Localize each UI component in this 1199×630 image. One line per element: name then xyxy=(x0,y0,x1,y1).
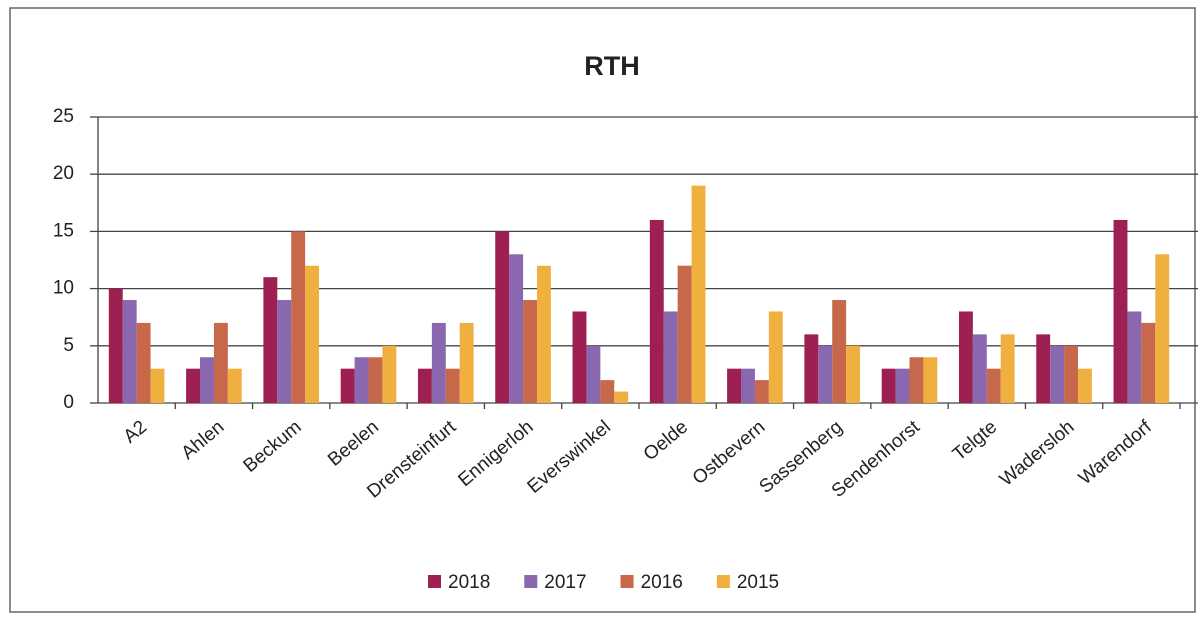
chart-frame xyxy=(9,7,1196,613)
bar xyxy=(663,311,678,403)
bar xyxy=(354,357,369,403)
bar xyxy=(431,322,446,403)
bar xyxy=(1064,345,1078,403)
bar xyxy=(1155,254,1170,403)
legend-swatch xyxy=(428,575,441,588)
bar xyxy=(445,368,460,403)
bar xyxy=(136,322,151,403)
bar xyxy=(572,311,587,403)
bar xyxy=(340,368,355,403)
bar xyxy=(305,265,320,403)
bar xyxy=(277,300,292,403)
bar xyxy=(186,368,201,403)
legend-label: 2018 xyxy=(448,572,490,593)
bar xyxy=(614,391,629,403)
bar xyxy=(895,368,910,403)
bar xyxy=(649,219,664,403)
y-tick-label: 20 xyxy=(53,163,74,184)
bar xyxy=(1141,322,1156,403)
bar xyxy=(509,254,524,403)
bar xyxy=(586,345,601,403)
bar xyxy=(150,368,165,403)
bar xyxy=(1050,345,1065,403)
bar xyxy=(1127,311,1142,403)
bar xyxy=(1113,219,1128,403)
bar xyxy=(881,368,896,403)
bar xyxy=(291,231,306,403)
bar xyxy=(909,357,924,403)
bar xyxy=(958,311,973,403)
bar xyxy=(691,185,706,403)
y-tick-label: 10 xyxy=(53,278,74,299)
bar xyxy=(1036,334,1051,403)
y-tick-label: 25 xyxy=(53,106,74,127)
bar xyxy=(754,380,769,403)
legend-label: 2015 xyxy=(737,572,779,593)
bar xyxy=(832,300,847,403)
bar xyxy=(818,345,833,403)
bar xyxy=(846,345,861,403)
bar xyxy=(523,300,537,403)
bar xyxy=(382,345,397,403)
bar xyxy=(122,300,137,403)
bar xyxy=(923,357,938,403)
bar xyxy=(768,311,783,403)
bar xyxy=(227,368,242,403)
bar xyxy=(213,322,228,403)
bar xyxy=(459,322,474,403)
bar xyxy=(600,380,615,403)
bar xyxy=(677,265,692,403)
legend-swatch xyxy=(524,575,538,588)
legend-swatch xyxy=(716,575,730,588)
bar xyxy=(495,231,510,403)
bar xyxy=(536,265,551,403)
y-tick-label: 0 xyxy=(63,392,74,413)
bar xyxy=(200,357,214,403)
bar xyxy=(727,368,742,403)
y-tick-label: 5 xyxy=(63,335,74,356)
bar xyxy=(1000,334,1015,403)
bar xyxy=(368,357,383,403)
chart-title: RTH xyxy=(584,51,640,81)
legend-swatch xyxy=(620,575,634,588)
bar xyxy=(986,368,1001,403)
y-tick-label: 15 xyxy=(53,220,74,241)
bar xyxy=(804,334,819,403)
bar xyxy=(741,368,755,403)
legend-label: 2017 xyxy=(544,572,586,593)
bar xyxy=(417,368,432,403)
bar xyxy=(972,334,987,403)
bar xyxy=(263,277,278,403)
bar xyxy=(108,288,123,403)
legend-label: 2016 xyxy=(641,572,683,593)
bar xyxy=(1077,368,1092,403)
